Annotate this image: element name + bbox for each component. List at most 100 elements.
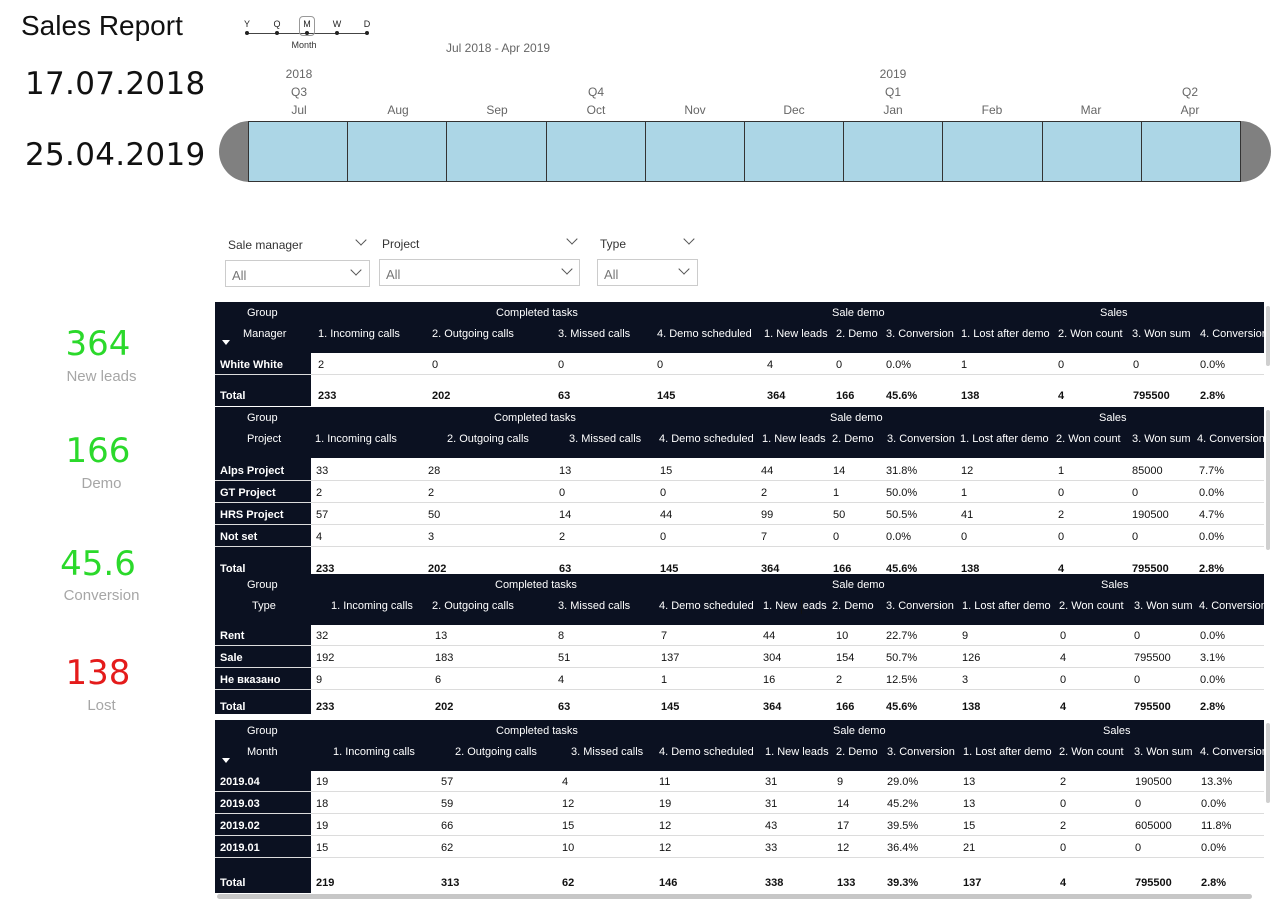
- column-header[interactable]: 1. Incoming calls: [331, 600, 413, 612]
- date-end[interactable]: 25.04.2019: [25, 137, 206, 173]
- column-header[interactable]: 1. Lost after demo: [960, 433, 1049, 445]
- timeline-period-cell[interactable]: [745, 122, 845, 181]
- column-header[interactable]: 1. Incoming calls: [333, 746, 415, 758]
- table-cell: 0: [1058, 359, 1065, 371]
- column-header[interactable]: 2. Won count: [1056, 433, 1121, 445]
- column-header[interactable]: 2. Demo: [836, 328, 878, 340]
- granularity-selected-indicator[interactable]: [299, 16, 315, 36]
- table-row[interactable]: 2019.02 19 66 15 12 43 17 39.5% 15 2 605000 11.8%: [215, 814, 1264, 836]
- granularity-week[interactable]: W: [332, 19, 342, 29]
- column-header[interactable]: 2. Won count: [1058, 328, 1123, 340]
- date-start[interactable]: 17.07.2018: [25, 66, 206, 102]
- month-table-scrollbar[interactable]: [1266, 723, 1270, 803]
- chevron-down-icon[interactable]: [355, 234, 367, 246]
- column-header[interactable]: 2. Demo: [832, 600, 874, 612]
- timeline-start-handle[interactable]: [219, 121, 251, 182]
- table-row[interactable]: 2019.01 15 62 10 12 33 12 36.4% 21 0 0 0.0%: [215, 836, 1264, 858]
- manager-table-scrollbar[interactable]: [1266, 306, 1270, 366]
- granularity-year[interactable]: Y: [243, 19, 250, 29]
- column-header[interactable]: 2. Outgoing calls: [447, 433, 529, 445]
- table-row[interactable]: Rent 32 13 8 7 44 10 22.7% 9 0 0 0.0%: [215, 624, 1264, 646]
- table-row[interactable]: 2019.03 18 59 12 19 31 14 45.2% 13 0 0 0.0%: [215, 792, 1264, 814]
- column-header[interactable]: 3. Won sum: [1134, 600, 1193, 612]
- granularity-month[interactable]: M: [303, 19, 311, 29]
- month-table-horizontal-scrollbar[interactable]: [217, 894, 1252, 899]
- slicer-manager-dropdown[interactable]: All: [225, 260, 370, 287]
- column-header[interactable]: 1. Lost after demo: [962, 600, 1051, 612]
- table-row[interactable]: HRS Project 57 50 14 44 99 50 50.5% 41 2 190500 4.7…: [215, 503, 1264, 525]
- slicer-project-dropdown[interactable]: All: [379, 259, 580, 286]
- granularity-day[interactable]: D: [363, 19, 371, 29]
- table-row[interactable]: Sale 192 183 51 137 304 154 50.7% 126 4 795500 3.1%: [215, 646, 1264, 668]
- table-row[interactable]: Не вказано 9 6 4 1 16 2 12.5% 3 0 0 0.0%: [215, 668, 1264, 690]
- column-header[interactable]: 3. Missed calls: [571, 746, 644, 758]
- chevron-down-icon[interactable]: [683, 233, 695, 245]
- column-header[interactable]: 2. Outgoing calls: [432, 600, 514, 612]
- table-cell: 19: [316, 776, 329, 788]
- column-header[interactable]: 1. New leads: [765, 746, 829, 758]
- sort-descending-icon[interactable]: [222, 758, 230, 763]
- column-header[interactable]: 3. Conversion: [886, 328, 954, 340]
- column-header[interactable]: 1. Incoming calls: [315, 433, 397, 445]
- column-header[interactable]: 2. Won count: [1059, 746, 1124, 758]
- column-header[interactable]: 3. Won sum: [1132, 433, 1191, 445]
- column-header[interactable]: 4. Demo scheduled: [659, 600, 754, 612]
- chevron-down-icon[interactable]: [566, 233, 578, 245]
- column-header[interactable]: 3. Won sum: [1132, 328, 1191, 340]
- dimension-header[interactable]: Project: [247, 433, 282, 445]
- slicer-type-dropdown[interactable]: All: [597, 259, 698, 286]
- table-row[interactable]: GT Project 2 2 0 0 2 1 50.0% 1 0 0 0.0%: [215, 481, 1264, 503]
- column-header[interactable]: 1. New leads: [763, 600, 827, 612]
- timeline-period-cell[interactable]: [348, 122, 448, 181]
- slicer-type-label: Type: [600, 237, 627, 251]
- column-header[interactable]: 1. New leads: [764, 328, 828, 340]
- column-header[interactable]: 2. Demo: [832, 433, 874, 445]
- timeline-period-cell[interactable]: [547, 122, 646, 181]
- column-header[interactable]: 2. Demo: [836, 746, 878, 758]
- table-row[interactable]: White White 2 0 0 0 4 0 0.0% 1 0 0 0.0%: [215, 353, 1264, 375]
- kpi-demo-label: Demo: [81, 475, 122, 492]
- dimension-header[interactable]: Manager: [243, 328, 287, 340]
- total-row: Total 233 202 63 145 364 166 45.6% 138 4 795500 2.8…: [215, 557, 1264, 574]
- timeline-end-handle[interactable]: [1239, 121, 1271, 182]
- granularity-quarter[interactable]: Q: [273, 19, 281, 29]
- table-row[interactable]: Not set 4 3 2 0 7 0 0.0% 0 0 0 0.0%: [215, 525, 1264, 547]
- column-header[interactable]: 1. Lost after demo: [963, 746, 1052, 758]
- column-header[interactable]: 4. Conversion: [1197, 433, 1264, 445]
- column-header[interactable]: 1. Incoming calls: [318, 328, 400, 340]
- timeline-period-cell[interactable]: [1142, 122, 1240, 181]
- column-header[interactable]: 1. Lost after demo: [961, 328, 1050, 340]
- timeline-period-cell[interactable]: [646, 122, 746, 181]
- column-header[interactable]: 2. Won count: [1059, 600, 1124, 612]
- column-header[interactable]: 4. Conversion: [1200, 328, 1264, 340]
- dimension-header[interactable]: Month: [247, 746, 278, 758]
- column-header[interactable]: 4. Demo scheduled: [657, 328, 752, 340]
- timeline-period-cell[interactable]: [943, 122, 1043, 181]
- column-header[interactable]: 3. Missed calls: [569, 433, 642, 445]
- timeline-period-cell[interactable]: [1043, 122, 1142, 181]
- sort-descending-icon[interactable]: [222, 340, 230, 345]
- column-header[interactable]: 2. Outgoing calls: [432, 328, 514, 340]
- column-header[interactable]: 4. Conversion: [1199, 600, 1264, 612]
- column-header[interactable]: 3. Won sum: [1134, 746, 1193, 758]
- table-row[interactable]: Alps Project 33 28 13 15 44 14 31.8% 12 1 85000 7.7…: [215, 459, 1264, 481]
- dimension-header[interactable]: Type: [252, 600, 276, 612]
- column-header[interactable]: 3. Conversion: [887, 433, 955, 445]
- column-header[interactable]: 3. Missed calls: [558, 328, 631, 340]
- project-table-scrollbar[interactable]: [1266, 410, 1270, 550]
- column-header[interactable]: 4. Demo scheduled: [659, 746, 754, 758]
- timeline-period-cell[interactable]: [844, 122, 944, 181]
- timeline-granularity-selector[interactable]: Y Q M W D Month: [243, 16, 371, 52]
- table-row[interactable]: 2019.04 19 57 4 11 31 9 29.0% 13 2 190500 13.3%: [215, 770, 1264, 792]
- column-header[interactable]: 1. New leads: [762, 433, 826, 445]
- column-header[interactable]: 3. Conversion: [886, 600, 954, 612]
- column-header[interactable]: 3. Missed calls: [558, 600, 631, 612]
- column-header[interactable]: 4. Conversion: [1200, 746, 1264, 758]
- column-header[interactable]: 2. Outgoing calls: [455, 746, 537, 758]
- timeline-period-cell[interactable]: [447, 122, 547, 181]
- column-header[interactable]: 3. Conversion: [887, 746, 955, 758]
- column-header[interactable]: 4. Demo scheduled: [659, 433, 754, 445]
- table-cell: 0: [1060, 630, 1067, 642]
- timeline-slicer[interactable]: [219, 121, 1271, 182]
- timeline-period-cell[interactable]: [249, 122, 349, 181]
